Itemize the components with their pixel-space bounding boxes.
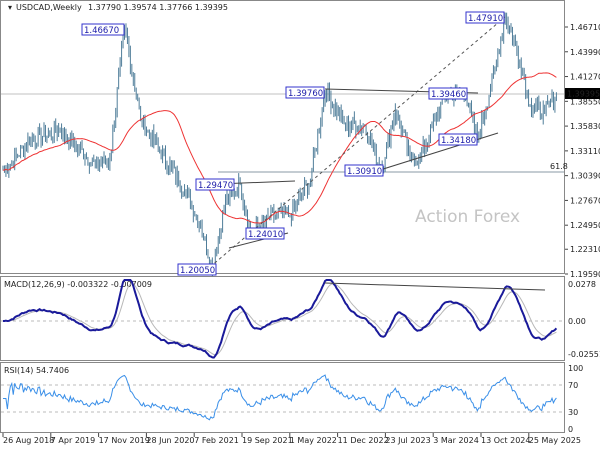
rsi-line xyxy=(3,374,557,421)
price-tick-label: 1.22310 xyxy=(570,245,600,254)
fib-label: 61.8 xyxy=(550,162,568,171)
time-tick-label: 28 Jun 2020 xyxy=(146,436,194,445)
time-tick-label: 7 Feb 2021 xyxy=(194,436,239,445)
watermark: Action Forex xyxy=(415,207,520,227)
label-1.24010: 1.24010 xyxy=(248,230,283,240)
label-1.47910: 1.47910 xyxy=(468,14,503,24)
macd-tick: 0.0278 xyxy=(568,280,596,289)
macd-trend-line[interactable] xyxy=(324,282,546,291)
rsi-tick: 0 xyxy=(568,425,573,434)
label-1.29470: 1.29470 xyxy=(198,181,233,191)
current-price-value: 1.39395 xyxy=(567,90,600,99)
price-tick-label: 1.35830 xyxy=(570,122,600,131)
channel-dashed-line[interactable] xyxy=(209,16,506,268)
current-price-tag xyxy=(565,88,600,99)
price-tick-label: 1.33110 xyxy=(570,147,600,156)
price-label[interactable]: 1.39460 xyxy=(428,87,468,100)
price-tick-label: 1.27670 xyxy=(570,196,600,205)
dropdown-arrow-icon[interactable]: ▾ xyxy=(8,3,12,12)
price-label[interactable]: 1.46670 xyxy=(81,23,125,36)
ohlc-values: 1.37790 1.39574 1.37766 1.39395 xyxy=(88,3,228,12)
time-tick-label: 13 Oct 2024 xyxy=(481,436,530,445)
rsi-tick: 30 xyxy=(568,408,578,417)
label-1.34180: 1.34180 xyxy=(441,136,476,146)
time-tick-label: 25 May 2025 xyxy=(529,436,581,445)
rsi-tick: 100 xyxy=(568,364,583,373)
price-label[interactable]: 1.29470 xyxy=(195,178,235,191)
macd-line xyxy=(2,278,558,359)
label-1.46670: 1.46670 xyxy=(84,26,119,36)
macd-signal-line xyxy=(2,283,557,356)
price-tick-label: 1.30390 xyxy=(570,172,600,181)
time-tick-label: 7 Apr 2019 xyxy=(51,436,95,445)
moving-average-line xyxy=(2,72,557,224)
price-label[interactable]: 1.24010 xyxy=(245,227,285,240)
label-1.39460: 1.39460 xyxy=(431,90,466,100)
label-1.39760: 1.39760 xyxy=(288,89,323,99)
label-1.30910: 1.30910 xyxy=(347,167,382,177)
price-tick-label: 1.19590 xyxy=(570,270,600,279)
rsi-tick: 70 xyxy=(568,381,578,390)
rsi-title: RSI(14) 54.7406 xyxy=(4,366,69,375)
price-tick-label: 1.46710 xyxy=(570,23,600,32)
time-tick-label: 23 Jul 2023 xyxy=(385,436,430,445)
price-label[interactable]: 1.30910 xyxy=(344,164,384,177)
price-axis: 1.46710 1.43990 1.41270 1.38550 1.35830 1.331… xyxy=(565,23,600,279)
time-tick-label: 3 Mar 2024 xyxy=(433,436,479,445)
time-tick-label: 1 May 2022 xyxy=(290,436,337,445)
time-tick-label: 26 Aug 2018 xyxy=(3,436,54,445)
symbol-title: USDCAD,Weekly xyxy=(16,3,82,12)
price-label[interactable]: 1.39760 xyxy=(285,86,325,99)
macd-tick: -0.025511 xyxy=(568,350,600,359)
time-tick-label: 11 Dec 2022 xyxy=(338,436,389,445)
macd-title: MACD(12,26,9) -0.003322 -0.007009 xyxy=(4,280,152,289)
price-label[interactable]: 1.47910 xyxy=(465,11,505,24)
time-tick-label: 17 Nov 2019 xyxy=(99,436,150,445)
price-tick-label: 1.41270 xyxy=(570,73,600,82)
price-tick-label: 1.38550 xyxy=(570,97,600,106)
price-tick-label: 1.43990 xyxy=(570,48,600,57)
time-tick-label: 19 Sep 2021 xyxy=(242,436,293,445)
price-label[interactable]: 1.20050 xyxy=(177,263,217,276)
price-tick-label: 1.24950 xyxy=(570,221,600,230)
rising-support-line[interactable] xyxy=(379,132,499,171)
macd-tick: 0.00 xyxy=(568,317,586,326)
label-1.20050: 1.20050 xyxy=(180,266,215,276)
price-label[interactable]: 1.34180 xyxy=(438,133,478,146)
